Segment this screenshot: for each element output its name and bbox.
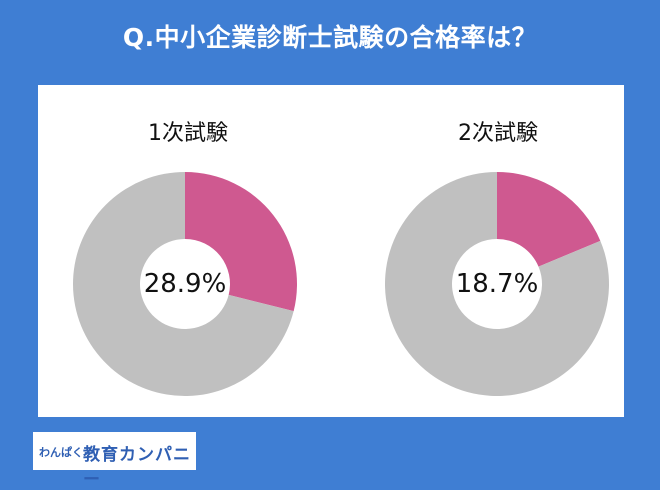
page-title: Q.中小企業診断士試験の合格率は？ [122, 23, 538, 52]
company-logo: わんぱく 教育カンパニー [33, 432, 196, 490]
donut-chart-1 [73, 172, 297, 396]
pass-rate-slice [497, 172, 601, 267]
remainder-slice [385, 172, 609, 396]
chart-1-center-label: 28.9% [143, 269, 227, 299]
remainder-slice [73, 172, 294, 396]
chart-panel: 1次試験 28.9% 2次試験 18.7% [38, 85, 624, 417]
pass-rate-slice [185, 172, 297, 312]
chart-2-title: 2次試験 [458, 121, 538, 146]
donut-chart-2 [385, 172, 609, 396]
logo-small-text: わんぱく [39, 446, 83, 459]
chart-1-title: 1次試験 [148, 121, 228, 146]
chart-2-center-label: 18.7% [455, 269, 539, 299]
logo-main-text: 教育カンパニー [83, 445, 191, 490]
